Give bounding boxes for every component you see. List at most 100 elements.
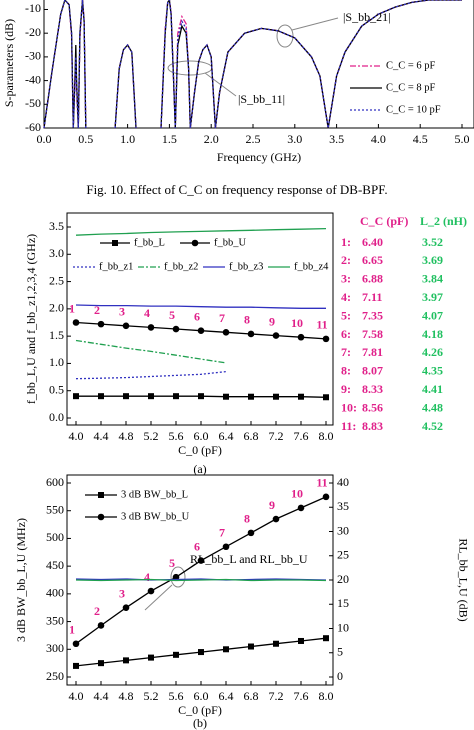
marker (98, 660, 104, 667)
y-tick-label: 350 (46, 613, 64, 627)
marker (147, 324, 155, 331)
y-tick-label: 3.0 (49, 246, 64, 260)
y-tick-label: -50 (25, 96, 41, 110)
point-label: 8 (244, 313, 250, 327)
x-tick-label: 8.0 (319, 429, 334, 443)
series-line (43, 0, 462, 129)
x-tick-label: 6.0 (194, 429, 209, 443)
marker (97, 622, 105, 629)
point-label: 4 (144, 306, 150, 320)
y2-tick-label: 15 (337, 596, 349, 610)
legend-label: f_bb_z3 (229, 261, 263, 272)
x-tick-label: 5.6 (169, 429, 184, 443)
marker (197, 327, 205, 334)
point-label: 2 (94, 604, 100, 618)
table-cell: 3.52 (422, 235, 443, 249)
series-line (75, 370, 227, 380)
sub-caption: (b) (193, 716, 207, 730)
table-cell: 4.48 (422, 400, 443, 414)
table-cell: 3.69 (422, 253, 443, 267)
table-cell: 4.35 (422, 364, 443, 378)
x-tick-label: 7.6 (294, 689, 309, 703)
point-label: 8 (244, 512, 250, 526)
marker (122, 604, 130, 612)
x-tick-label: 0.0 (37, 132, 52, 146)
marker (223, 393, 229, 400)
point-label: 6 (194, 539, 200, 553)
y-tick-label: 450 (46, 558, 64, 572)
table-index: 4: (341, 290, 351, 304)
table-cell: 3.97 (422, 290, 443, 304)
legend-label: 3 dB BW_bb_U (121, 511, 190, 522)
series-line (75, 496, 327, 645)
y-tick-label: 1.5 (49, 328, 64, 342)
marker (123, 657, 129, 664)
table-index: 7: (341, 345, 351, 359)
table-cell: 3.84 (422, 272, 443, 286)
point-label: 1 (69, 622, 75, 636)
point-label: 3 (119, 305, 125, 319)
x-tick-label: 6.4 (219, 429, 234, 443)
marker (273, 393, 279, 400)
marker (173, 393, 179, 400)
y-tick-label: 0.0 (49, 410, 64, 424)
x-tick-label: 6.8 (244, 429, 259, 443)
legend-marker (112, 240, 118, 246)
point-label: 7 (219, 311, 225, 325)
legend-marker (98, 492, 104, 498)
table-cell: 4.52 (422, 419, 443, 433)
x-tick-label: 8.0 (319, 689, 334, 703)
x-tick-label: 3.0 (287, 132, 302, 146)
y2-tick-label: 10 (337, 620, 349, 634)
marker (322, 493, 330, 501)
figure-caption: Fig. 10. Effect of C_C on frequency resp… (86, 182, 387, 197)
marker (148, 393, 154, 400)
table-cell: 8.07 (362, 364, 383, 378)
x-tick-label: 4.0 (69, 429, 84, 443)
series-line (75, 339, 227, 364)
y2-axis-label: RL_bb_L,U (dB) (456, 538, 470, 621)
x-tick-label: 5.2 (144, 689, 159, 703)
x-tick-label: 4.0 (371, 132, 386, 146)
y2-tick-label: 40 (337, 475, 349, 489)
legend-label: f_bb_z4 (294, 261, 329, 272)
y-tick-label: -40 (25, 72, 41, 86)
marker (322, 335, 330, 343)
table-index: 1: (341, 235, 351, 249)
marker (198, 393, 204, 400)
point-label: 10 (291, 487, 303, 501)
series-line (75, 227, 327, 236)
table-index: 9: (341, 382, 351, 396)
y-tick-label: 2.5 (49, 273, 64, 287)
marker (147, 587, 155, 595)
x-tick-label: 5.0 (455, 132, 470, 146)
legend-label: C_C = 8 pF (386, 82, 436, 93)
plot-frame (66, 212, 334, 426)
legend-label: C_C = 10 pF (386, 104, 441, 115)
table-index: 2: (341, 253, 351, 267)
annotation-arrow (144, 584, 173, 611)
y-axis-label: f_bb_L,U and f_bb_z1,2,3,4 (GHz) (24, 234, 38, 404)
x-tick-label: 5.6 (169, 689, 184, 703)
table-index: 8: (341, 364, 351, 378)
legend-label: f_bb_z2 (164, 261, 198, 272)
table-cell: 6.40 (362, 235, 383, 249)
table-header: C_C (pF) (360, 214, 408, 228)
x-tick-label: 4.0 (69, 689, 84, 703)
annotation: |S_bb_11| (238, 92, 285, 106)
annotation-arrow (291, 17, 339, 31)
point-label: 11 (316, 318, 327, 332)
x-axis-label: C_0 (pF) (178, 443, 222, 457)
y-axis-label: 3 dB BW_bb_L,U (MHz) (14, 518, 28, 642)
x-tick-label: 2.5 (246, 132, 261, 146)
table-index: 3: (341, 272, 351, 286)
y-tick-label: 300 (46, 641, 64, 655)
x-axis-label: Frequency (GHz) (217, 150, 301, 164)
x-tick-label: 2.0 (204, 132, 219, 146)
x-tick-label: 4.5 (413, 132, 428, 146)
marker (222, 329, 230, 336)
table-cell: 8.56 (362, 400, 383, 414)
point-label: 4 (144, 570, 150, 584)
y2-tick-label: 20 (337, 572, 349, 586)
legend-marker (191, 239, 199, 247)
